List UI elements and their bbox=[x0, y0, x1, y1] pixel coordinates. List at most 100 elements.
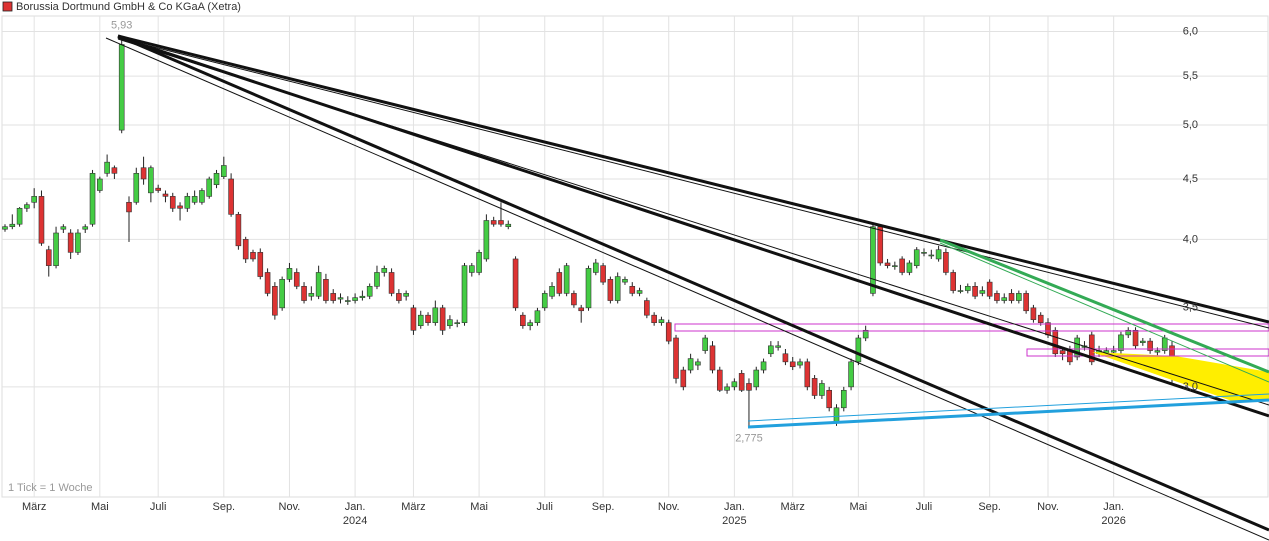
candle-body bbox=[126, 201, 132, 213]
x-tick-label: Sep. bbox=[212, 501, 235, 513]
candle-body bbox=[797, 361, 803, 366]
candle-body bbox=[556, 272, 563, 294]
candle-body bbox=[1154, 350, 1161, 353]
candle-body bbox=[600, 265, 606, 283]
candle-body bbox=[293, 272, 300, 287]
candle-body bbox=[585, 268, 592, 309]
candle-body bbox=[571, 293, 577, 306]
candle-body bbox=[206, 178, 213, 197]
candle-body bbox=[636, 290, 643, 294]
candle-body bbox=[396, 293, 402, 301]
candle-body bbox=[89, 173, 96, 225]
candle-body bbox=[315, 272, 322, 297]
blue-trend-line bbox=[747, 398, 1269, 429]
candle-body bbox=[986, 281, 993, 297]
candle-body bbox=[162, 193, 169, 197]
candle-body bbox=[935, 249, 942, 260]
candle-body bbox=[738, 373, 745, 391]
candle-body bbox=[97, 178, 103, 191]
trend-line bbox=[105, 37, 1269, 541]
candle-body bbox=[862, 329, 869, 339]
candle-body bbox=[957, 290, 964, 292]
candle-body bbox=[67, 232, 74, 253]
candle-body bbox=[1045, 322, 1051, 336]
candle-body bbox=[264, 272, 271, 294]
candle-body bbox=[490, 220, 497, 225]
candle-body bbox=[972, 286, 978, 297]
candle-body bbox=[1016, 293, 1022, 301]
candle-body bbox=[286, 268, 293, 280]
candle-body bbox=[1132, 329, 1139, 347]
candle-body bbox=[1001, 297, 1008, 301]
candle-body bbox=[1059, 350, 1066, 355]
legend-swatch bbox=[2, 1, 13, 12]
blue-trend-line bbox=[747, 393, 1269, 422]
candle-body bbox=[899, 258, 905, 273]
candle-body bbox=[921, 252, 927, 254]
high-annotation: 5,93 bbox=[111, 19, 132, 31]
candle-body bbox=[31, 196, 37, 203]
trend-line bbox=[117, 38, 1269, 406]
candle-body bbox=[549, 286, 555, 297]
candle-body bbox=[388, 272, 395, 294]
candle-body bbox=[833, 407, 840, 423]
candle-body bbox=[104, 161, 110, 174]
labels: 3,0 3,5 4,0 4,5 5,0 5,5 6,0 März Mai Juli Sep. Nov.… bbox=[22, 19, 1198, 526]
x-year-label: 2026 bbox=[1101, 515, 1125, 527]
y-tick-label: 4,0 bbox=[1183, 233, 1198, 245]
candle-body bbox=[461, 265, 468, 323]
candle-body bbox=[133, 173, 140, 203]
candle-body bbox=[308, 293, 315, 297]
candle-body bbox=[272, 286, 278, 316]
candle-body bbox=[877, 226, 884, 264]
candle-body bbox=[731, 381, 738, 388]
candle-body bbox=[629, 286, 636, 294]
candle-body bbox=[775, 345, 781, 348]
candle-body bbox=[1037, 314, 1044, 323]
candle-body bbox=[1008, 293, 1015, 301]
x-tick-label: März bbox=[22, 501, 46, 513]
candle-body bbox=[994, 293, 1000, 301]
candle-body bbox=[782, 353, 789, 363]
candle-body bbox=[534, 310, 541, 323]
candle-body bbox=[855, 337, 862, 363]
candle-body bbox=[928, 254, 935, 257]
chart-title: Borussia Dortmund GmbH & Co KGaA (Xetra) bbox=[16, 1, 241, 13]
candle-body bbox=[1110, 350, 1117, 353]
candle-body bbox=[578, 307, 585, 312]
candle-body bbox=[483, 220, 490, 260]
candle-body bbox=[191, 196, 198, 203]
x-tick-label: Nov. bbox=[658, 501, 680, 513]
candle-body bbox=[702, 337, 709, 351]
candle-body bbox=[9, 223, 16, 228]
candle-body bbox=[665, 322, 672, 342]
y-tick-label: 6,0 bbox=[1183, 25, 1198, 37]
candle-body bbox=[432, 307, 439, 323]
candle-body bbox=[746, 383, 752, 391]
candle-body bbox=[1147, 340, 1153, 351]
y-tick-label: 4,5 bbox=[1183, 173, 1198, 185]
candle-body bbox=[228, 178, 234, 215]
candle-body bbox=[417, 314, 424, 327]
candle-body bbox=[1052, 329, 1059, 355]
resistance-box bbox=[674, 323, 1269, 332]
x-tick-label: Mai bbox=[91, 501, 109, 513]
trend-line bbox=[117, 34, 1269, 532]
candle-body bbox=[563, 265, 570, 294]
tick-note: 1 Tick = 1 Woche bbox=[8, 482, 92, 494]
candle-body bbox=[768, 345, 774, 355]
y-tick-label: 3,5 bbox=[1183, 302, 1198, 314]
x-year-label: 2025 bbox=[722, 515, 746, 527]
y-tick-label: 5,5 bbox=[1183, 70, 1198, 82]
candle-body bbox=[906, 262, 913, 273]
x-tick-label: März bbox=[780, 501, 804, 513]
x-tick-label: Juli bbox=[916, 501, 933, 513]
candle-body bbox=[337, 297, 344, 300]
x-tick-label: Jan. bbox=[345, 501, 366, 513]
candle-body bbox=[140, 167, 147, 180]
candle-body bbox=[592, 262, 599, 273]
trend-line bbox=[117, 37, 1269, 329]
candle-body bbox=[82, 226, 89, 230]
